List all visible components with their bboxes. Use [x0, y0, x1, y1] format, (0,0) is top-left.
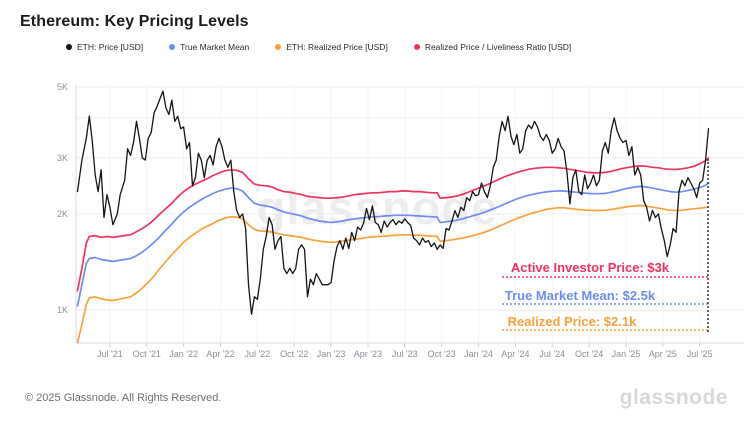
- current-date-dotted-line: [707, 159, 709, 332]
- annotation-line-active-investor: [502, 276, 708, 278]
- legend-item-eth-price[interactable]: ETH: Price [USD]: [66, 42, 143, 52]
- annotation-realized-price: Realized Price: $2.1k: [507, 314, 637, 329]
- series-true-market-mean: [76, 182, 710, 307]
- svg-text:1K: 1K: [57, 305, 68, 315]
- svg-text:Apr '22: Apr '22: [206, 349, 234, 359]
- legend-item-true-market-mean[interactable]: True Market Mean: [169, 42, 249, 52]
- x-tick-labels: Jul '21 Oct '21 Jan '22 Apr '22 Jul '22 Oct '…: [97, 343, 713, 359]
- series-realized-price-liveliness-ratio-usd: [76, 156, 710, 292]
- svg-text:Jul '22: Jul '22: [244, 349, 270, 359]
- svg-text:Jul '24: Jul '24: [539, 349, 565, 359]
- copyright-text: © 2025 Glassnode. All Rights Reserved.: [25, 392, 222, 404]
- svg-text:Jul '25: Jul '25: [687, 349, 713, 359]
- svg-text:Oct '23: Oct '23: [428, 349, 456, 359]
- svg-text:2K: 2K: [57, 209, 68, 219]
- svg-text:Jan '23: Jan '23: [317, 349, 346, 359]
- svg-text:Jan '22: Jan '22: [169, 349, 198, 359]
- svg-text:Apr '23: Apr '23: [354, 349, 382, 359]
- legend-dot-icon: [66, 44, 72, 50]
- svg-text:Oct '21: Oct '21: [133, 349, 161, 359]
- legend-item-realized-price[interactable]: ETH: Realized Price [USD]: [275, 42, 388, 52]
- series-eth-realized-price-usd: [76, 204, 710, 344]
- svg-text:Apr '25: Apr '25: [649, 349, 677, 359]
- glassnode-logo: glassnode: [619, 386, 728, 409]
- legend-label: True Market Mean: [180, 42, 250, 52]
- chart-area[interactable]: glassnode 5K 3K 2K 1K Jul '21 Oct '21 Jan '22 A…: [0, 0, 750, 375]
- y-tick-labels: 5K 3K 2K 1K: [57, 82, 68, 315]
- svg-text:3K: 3K: [57, 153, 68, 163]
- legend-dot-icon: [275, 44, 282, 50]
- chart-legend: ETH: Price [USD] True Market Mean ETH: R…: [66, 42, 571, 52]
- legend-label: Realized Price / Liveliness Ratio [USD]: [424, 42, 572, 52]
- annotation-true-market-mean: True Market Mean: $2.5k: [504, 288, 656, 303]
- svg-text:Jan '24: Jan '24: [464, 349, 493, 359]
- series-eth-price-usd: [76, 90, 710, 315]
- annotation-active-investor-price: Active Investor Price: $3k: [510, 260, 670, 275]
- legend-item-liveliness-ratio[interactable]: Realized Price / Liveliness Ratio [USD]: [413, 42, 572, 52]
- svg-text:Jul '23: Jul '23: [392, 349, 418, 359]
- legend-label: ETH: Realized Price [USD]: [286, 42, 388, 52]
- svg-text:5K: 5K: [57, 82, 68, 92]
- svg-text:Oct '24: Oct '24: [575, 349, 603, 359]
- annotation-line-realized-price: [502, 329, 708, 331]
- legend-label: ETH: Price [USD]: [77, 42, 144, 52]
- svg-text:Jul '21: Jul '21: [97, 349, 123, 359]
- page-title: Ethereum: Key Pricing Levels: [20, 13, 249, 30]
- legend-dot-icon: [169, 44, 176, 50]
- svg-text:Apr '24: Apr '24: [501, 349, 529, 359]
- legend-dot-icon: [413, 44, 420, 50]
- svg-text:Jan '25: Jan '25: [612, 349, 641, 359]
- svg-text:Oct '22: Oct '22: [280, 349, 308, 359]
- annotation-line-true-market-mean: [502, 303, 708, 305]
